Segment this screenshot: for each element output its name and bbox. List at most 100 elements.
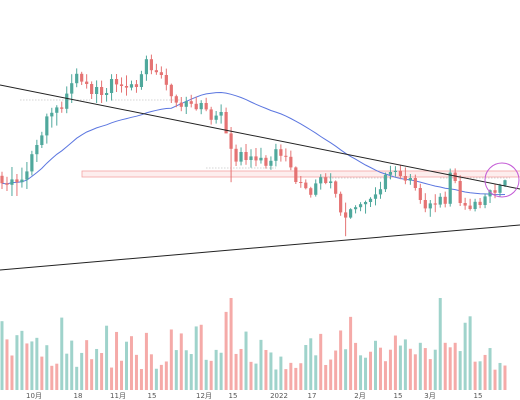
candle-body — [60, 107, 64, 109]
candle-body — [184, 101, 188, 107]
candle-body — [25, 171, 29, 180]
ascending-trendline — [0, 224, 520, 271]
volume-bar — [120, 360, 124, 390]
volume-bar — [254, 363, 258, 390]
x-tick-label: 10月 — [26, 392, 42, 400]
candle-body — [428, 203, 432, 209]
candle-body — [239, 152, 243, 162]
volume-bar — [229, 298, 233, 390]
candle-body — [279, 149, 283, 156]
volume-bar — [5, 339, 9, 390]
volume-bar — [259, 339, 263, 390]
candle-body — [488, 190, 492, 197]
candle-body — [219, 112, 223, 116]
volume-bar — [194, 326, 198, 390]
volume-bar — [364, 357, 368, 390]
candle-body — [383, 174, 388, 190]
volume-bar — [423, 348, 427, 390]
candle-body — [274, 149, 278, 161]
candle-body — [35, 145, 39, 155]
volume-bar — [438, 298, 442, 390]
candle-body — [154, 70, 158, 73]
volume-bar — [20, 330, 24, 390]
candle-body — [0, 175, 4, 184]
candle-body — [408, 178, 412, 181]
volume-bar — [299, 363, 303, 390]
volume-bar — [55, 363, 59, 390]
candle-body — [438, 196, 442, 205]
candle-body — [289, 156, 293, 168]
volume-bar — [174, 350, 178, 390]
volume-bar — [398, 345, 402, 390]
overlay-layer-back — [20, 99, 520, 179]
candle-body — [448, 172, 452, 204]
volume-bar — [483, 354, 487, 390]
candle-body — [344, 212, 348, 218]
candle-body — [139, 74, 144, 87]
candle-body — [503, 180, 507, 186]
volume-bar — [403, 339, 407, 390]
candle-body — [55, 107, 59, 113]
volume-bar — [25, 343, 29, 390]
candle-body — [80, 73, 84, 82]
volume-bar — [503, 365, 507, 390]
candle-body — [70, 83, 74, 94]
volume-bar — [169, 329, 173, 390]
candle-body — [443, 196, 447, 204]
volume-bar — [100, 353, 104, 390]
candle-body — [224, 112, 228, 134]
volume-bar — [214, 349, 218, 390]
candle-body — [358, 204, 363, 208]
volume-bar — [428, 359, 432, 390]
candle-body — [30, 154, 34, 172]
volume-bar — [159, 364, 163, 390]
candle-body — [349, 209, 353, 218]
candle-body — [95, 87, 99, 94]
volume-bar — [468, 316, 472, 390]
volume-bar — [239, 348, 243, 390]
x-tick-label: 11月 — [110, 392, 126, 400]
candle-body — [214, 115, 218, 120]
x-tick-label: 15 — [394, 392, 403, 400]
volume-bar — [319, 333, 323, 390]
candle-body — [373, 194, 378, 199]
volume-bar — [219, 352, 223, 390]
volume-bar — [309, 338, 313, 390]
volume-bar — [478, 361, 482, 390]
candle-body — [269, 160, 273, 166]
volume-bar — [314, 355, 318, 390]
volume-bar — [50, 365, 54, 390]
volume-bar — [30, 341, 34, 390]
candle-body — [75, 73, 79, 84]
volume-bar — [179, 333, 183, 390]
x-tick-label: 12月 — [196, 392, 212, 400]
candle-body — [299, 182, 303, 183]
volume-bar — [349, 316, 353, 390]
volume-bar — [134, 354, 138, 390]
candle-body — [334, 181, 338, 194]
volume-bar — [149, 354, 153, 390]
volume-bar — [125, 341, 128, 390]
candle-body — [164, 75, 168, 85]
candle-body — [20, 179, 24, 183]
volume-bar — [458, 351, 462, 390]
candle-body — [339, 193, 343, 213]
candle-body — [304, 182, 308, 189]
candle-body — [85, 81, 89, 84]
candle-body — [50, 112, 54, 117]
candle-body — [423, 200, 427, 209]
candle-body — [169, 84, 173, 97]
volume-bar — [249, 361, 253, 390]
volume-bar — [90, 359, 94, 390]
volume-bar — [10, 355, 14, 390]
volume-bar — [115, 331, 119, 390]
candle-body — [209, 109, 213, 120]
candle-body — [234, 148, 238, 162]
volume-bar — [408, 348, 412, 390]
candle-body — [159, 72, 163, 75]
candle-body — [90, 84, 94, 94]
x-tick-label: 18 — [74, 392, 83, 400]
volume-bar — [75, 366, 79, 390]
